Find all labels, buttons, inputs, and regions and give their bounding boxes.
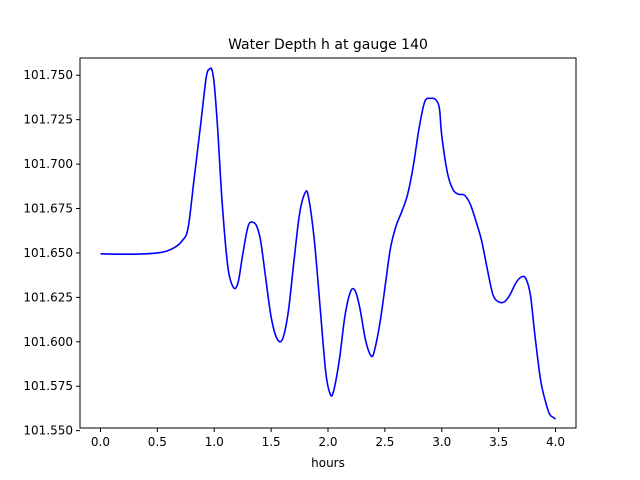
x-tick-label: 2.0 — [318, 435, 337, 449]
y-tick-label: 101.550 — [23, 424, 73, 438]
y-tick-label: 101.725 — [23, 113, 73, 127]
x-tick-label: 4.0 — [546, 435, 565, 449]
plot-frame — [79, 57, 577, 429]
y-tick-label: 101.750 — [23, 68, 73, 82]
x-axis-label: hours — [311, 456, 345, 470]
x-tick-label: 0.0 — [91, 435, 110, 449]
x-tick-label: 2.5 — [375, 435, 394, 449]
x-axis: 0.0 0.5 1.0 1.5 2.0 2.5 3.0 3.5 4.0 — [91, 428, 565, 449]
x-tick-label: 0.5 — [148, 435, 167, 449]
y-tick-label: 101.675 — [23, 202, 73, 216]
y-tick-label: 101.575 — [23, 379, 73, 393]
y-tick-label: 101.625 — [23, 290, 73, 304]
series-line — [100, 67, 557, 420]
y-tick-label: 101.600 — [23, 335, 73, 349]
x-tick-label: 1.0 — [205, 435, 224, 449]
y-tick-label: 101.650 — [23, 246, 73, 260]
y-axis: 101.550 101.575 101.600 101.625 101.650 101.6… — [23, 68, 80, 438]
x-tick-label: 3.0 — [432, 435, 451, 449]
chart-title: Water Depth h at gauge 140 — [228, 37, 428, 53]
x-tick-label: 1.5 — [262, 435, 281, 449]
x-tick-label: 3.5 — [489, 435, 508, 449]
y-tick-label: 101.700 — [23, 157, 73, 171]
